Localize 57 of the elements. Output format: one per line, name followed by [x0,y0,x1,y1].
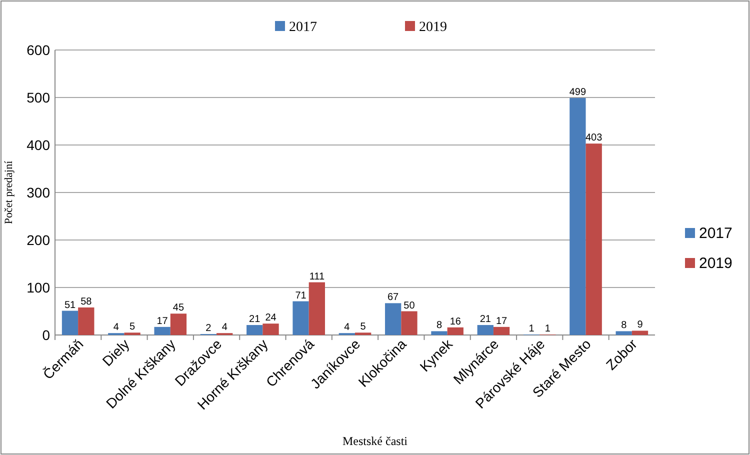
bar [262,324,279,335]
text: 2017 [699,225,732,242]
bar [308,282,325,335]
legend-label: 2019 [699,255,732,272]
bar [616,331,632,335]
y-tick-label: 100 [26,280,50,296]
data-label: 71 [295,290,307,302]
bar [385,303,402,335]
bar [170,314,187,335]
data-label: 9 [637,320,644,331]
data-label: 24 [265,312,277,324]
y-tick-label: 600 [26,42,50,58]
text: 2019 [419,20,447,35]
bar [62,310,78,335]
data-label: 17 [156,316,168,327]
bar [493,326,510,335]
data-label: 4 [344,322,350,334]
data-label: 50 [404,300,416,312]
y-tick-label: 0 [42,327,50,343]
bar [401,311,418,335]
data-label: 4 [222,322,228,334]
legend-label: 2017 [289,20,317,35]
data-label: 1 [544,324,551,335]
data-label: 5 [130,322,136,333]
data-label: 8 [621,320,628,332]
bar [447,327,464,335]
data-label: 5 [360,322,366,333]
y-tick-label: 200 [26,232,50,248]
data-label: 58 [80,296,92,308]
data-label: 16 [450,316,462,328]
y-tick-label: 500 [26,90,50,106]
data-label: 499 [569,86,586,98]
data-label: 51 [64,300,76,311]
data-label: 67 [388,292,400,304]
bar [246,325,263,335]
bar [431,331,448,335]
bar [570,98,586,335]
data-label: 1 [528,324,535,335]
data-label: 45 [172,302,184,314]
data-label: 17 [496,316,508,327]
data-label: 21 [249,314,261,326]
data-label: 403 [586,132,603,144]
bar [154,326,170,335]
data-label: 21 [480,314,492,326]
y-axis-title: Počet predajní [3,160,15,224]
y-tick-label: 300 [26,184,50,200]
bar [586,144,602,335]
data-label: 2 [206,323,212,334]
bar [292,301,309,335]
bar [78,307,94,335]
data-label: 4 [113,322,120,334]
bar [632,330,648,335]
bar [477,325,494,335]
y-tick-label: 400 [26,137,50,153]
data-label: 8 [436,320,442,332]
data-label: 111 [309,271,325,282]
x-axis-title: Mestské časti [342,434,408,448]
